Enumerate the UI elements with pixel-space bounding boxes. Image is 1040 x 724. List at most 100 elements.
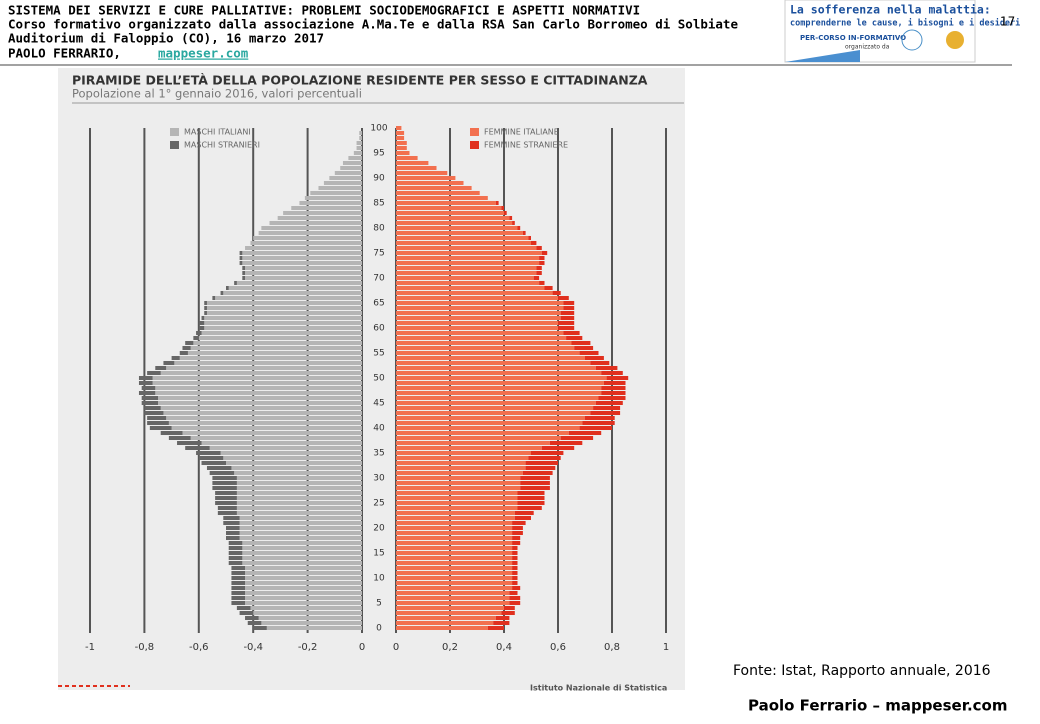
bar xyxy=(206,466,232,470)
bar xyxy=(396,421,583,425)
bar xyxy=(396,526,513,530)
bar xyxy=(356,141,362,145)
bar xyxy=(228,541,243,545)
bar xyxy=(269,221,362,225)
bar xyxy=(396,326,558,330)
bar xyxy=(520,481,550,485)
bar xyxy=(396,241,531,245)
bar xyxy=(261,621,362,625)
bar xyxy=(396,211,504,215)
logo-stripe xyxy=(785,50,860,62)
bar xyxy=(582,421,615,425)
bar xyxy=(520,476,550,480)
bar xyxy=(522,471,553,475)
bar xyxy=(512,566,518,570)
bar xyxy=(517,226,521,230)
y-tick-label: 70 xyxy=(373,274,385,284)
bar xyxy=(539,281,545,285)
bar xyxy=(512,536,521,540)
bar xyxy=(239,526,362,530)
bar xyxy=(245,591,362,595)
legend-swatch xyxy=(470,141,479,149)
bar xyxy=(204,301,207,305)
legend-swatch xyxy=(170,141,179,149)
bar xyxy=(525,461,558,465)
bar xyxy=(236,511,362,515)
bar xyxy=(396,581,513,585)
bar xyxy=(396,366,596,370)
bar xyxy=(166,416,362,420)
bar xyxy=(539,256,545,260)
y-tick-label: 10 xyxy=(373,574,385,584)
bar xyxy=(193,341,362,345)
bar xyxy=(204,311,207,315)
bar xyxy=(396,481,521,485)
logo-icon xyxy=(946,31,964,49)
bar xyxy=(396,276,534,280)
bar xyxy=(226,286,229,290)
x-tick-label: 0 xyxy=(393,642,399,653)
bar xyxy=(212,476,237,480)
bar xyxy=(212,296,216,300)
bar xyxy=(396,291,553,295)
logo-box xyxy=(784,0,976,63)
bar xyxy=(204,306,207,310)
bar xyxy=(236,506,362,510)
bar xyxy=(220,451,362,455)
bar xyxy=(185,341,194,345)
bar xyxy=(258,616,362,620)
bar xyxy=(396,391,602,395)
bar xyxy=(231,576,246,580)
bar xyxy=(236,501,362,505)
y-tick-label: 30 xyxy=(373,474,385,484)
bar xyxy=(141,401,158,405)
y-tick-label: 40 xyxy=(373,424,385,434)
bar xyxy=(396,306,564,310)
chart-subtitle: Popolazione al 1° gennaio 2016, valori p… xyxy=(72,87,362,101)
bar xyxy=(512,531,523,535)
bar xyxy=(579,426,612,430)
bar xyxy=(359,131,362,135)
x-tick-label: -0,4 xyxy=(243,642,263,653)
y-tick-label: 0 xyxy=(376,624,382,634)
bar xyxy=(509,601,521,605)
bar xyxy=(291,206,362,210)
bar xyxy=(348,156,362,160)
bar xyxy=(236,606,251,610)
bar xyxy=(396,561,513,565)
plot: -1 -0,8 -0,6 -0,4 -0,2 0051015202530354045505… xyxy=(85,124,669,654)
bar xyxy=(396,351,580,355)
bar xyxy=(245,266,362,270)
bar xyxy=(245,596,362,600)
y-tick-label: 95 xyxy=(373,149,384,159)
bar xyxy=(396,331,564,335)
bar xyxy=(239,516,362,520)
bar xyxy=(138,391,156,395)
bar xyxy=(396,401,596,405)
bar xyxy=(329,176,362,180)
bar xyxy=(579,351,599,355)
header-link[interactable]: mappeser.com xyxy=(158,46,249,61)
bar xyxy=(277,216,362,220)
bar xyxy=(396,221,513,225)
bar xyxy=(593,406,621,410)
bar xyxy=(201,316,205,320)
bar xyxy=(501,206,504,210)
bar xyxy=(396,246,537,250)
bar xyxy=(396,466,526,470)
bar xyxy=(560,436,594,440)
bar xyxy=(396,621,494,625)
bar xyxy=(242,556,362,560)
bar xyxy=(512,541,521,545)
bar xyxy=(396,491,518,495)
bar xyxy=(396,476,521,480)
bar xyxy=(310,191,362,195)
bar xyxy=(495,616,510,620)
bar xyxy=(396,196,488,200)
legend-label: MASCHI ITALIANI xyxy=(184,128,251,137)
bar xyxy=(396,511,515,515)
bar xyxy=(223,291,362,295)
bar xyxy=(396,336,567,340)
x-tick-label: -0,6 xyxy=(189,642,209,653)
